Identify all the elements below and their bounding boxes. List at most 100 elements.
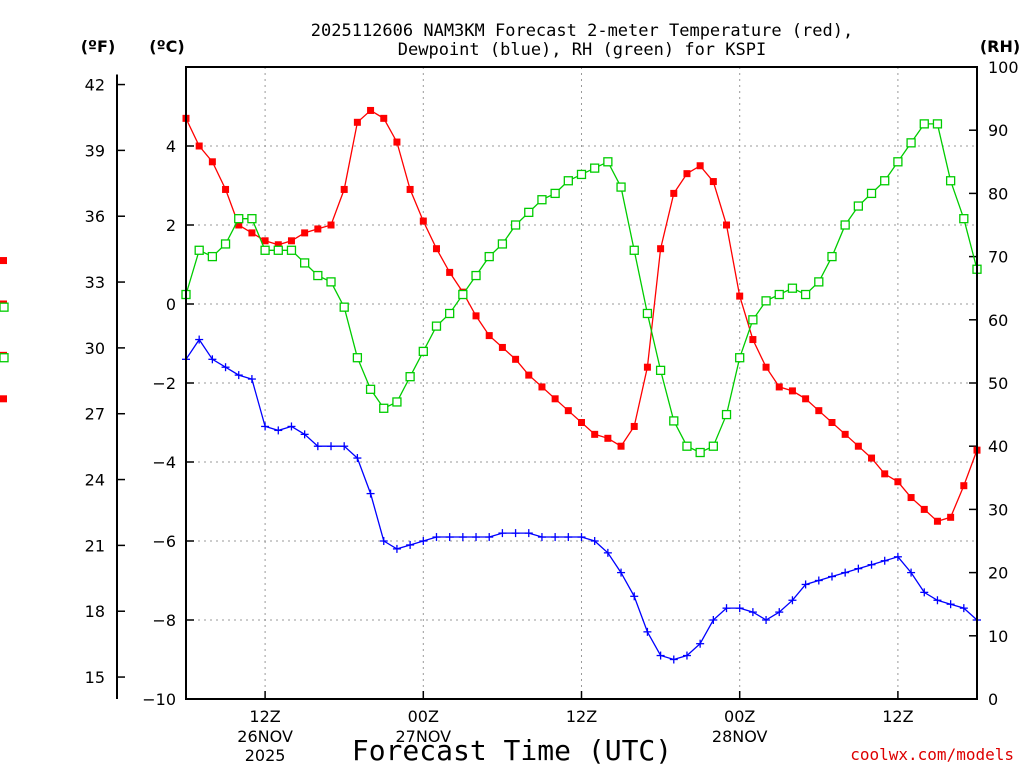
rh-point [313, 270, 323, 281]
dewpoint-point [867, 560, 876, 569]
x-axis-title: Forecast Time (UTC) [352, 734, 672, 767]
axes: 15182124273033363942−10−8−6−4−2024010203… [85, 58, 1019, 765]
dewpoint-point [841, 568, 850, 577]
x-tick-year: 2025 [245, 746, 286, 765]
fahrenheit-tick-label: 42 [85, 76, 105, 95]
dewpoint-point [327, 442, 336, 451]
plot-frame [185, 66, 978, 700]
temperature-point [617, 442, 625, 450]
dewpoint-point [696, 639, 705, 648]
rh-point [576, 169, 587, 180]
rh-point [906, 138, 916, 148]
rh-point [537, 195, 547, 205]
temperature-point [881, 470, 889, 478]
rh-point [365, 384, 376, 394]
dewpoint-point [511, 529, 520, 538]
rh-point [234, 214, 244, 224]
rh-point [431, 321, 442, 331]
dewpoint-point [722, 604, 731, 613]
temperature-point [947, 513, 955, 521]
temperature-point [327, 221, 335, 229]
x-tick-date: 26NOV [237, 727, 293, 746]
temperature-point [235, 221, 243, 229]
temperature-point [815, 407, 823, 415]
rh-tick-label: 0 [988, 690, 998, 709]
rh-point [814, 277, 824, 287]
dewpoint-point [827, 572, 836, 581]
x-tick-label: 12Z [882, 707, 913, 726]
fahrenheit-tick-label: 33 [85, 273, 105, 292]
temperature-point [907, 494, 915, 502]
rh-point [893, 157, 903, 167]
temperature-point [195, 142, 203, 150]
fahrenheit-tick-label: 18 [85, 602, 105, 621]
dewpoint-point [762, 616, 771, 624]
temperature-point [208, 158, 216, 166]
rh-tick-label: 20 [988, 564, 1008, 583]
rh-point [840, 220, 850, 230]
dewpoint-point [946, 600, 955, 609]
dewpoint-point [893, 552, 902, 561]
rh-point [655, 365, 666, 376]
rh-point [708, 441, 718, 451]
temperature-point [960, 482, 968, 490]
dewpoint-point [353, 454, 362, 463]
temperature-point [472, 312, 480, 320]
temperature-point [683, 170, 691, 178]
celsius-tick-label: −2 [152, 374, 176, 393]
rh-point [827, 251, 837, 262]
rh-point [919, 119, 929, 129]
celsius-tick-label: 0 [166, 295, 176, 314]
dewpoint-point [643, 627, 652, 636]
dewpoint-point [287, 422, 296, 431]
rh-point [748, 315, 758, 325]
temperature-point [696, 162, 704, 170]
dewpoint-point [313, 442, 322, 451]
rh-point [471, 270, 481, 281]
temperature-point [920, 505, 928, 513]
rh-point [445, 308, 455, 319]
temperature-point [432, 245, 440, 253]
celsius-tick-label: 4 [166, 137, 176, 156]
dewpoint-point [617, 568, 626, 577]
celsius-tick-label: −10 [142, 690, 176, 709]
rh-point [0, 353, 9, 363]
temperature-point [933, 517, 941, 525]
rh-point [326, 277, 336, 287]
temperature-point [525, 371, 533, 379]
temperature-point [630, 422, 638, 430]
temperature-point [512, 355, 520, 363]
dewpoint-point [340, 442, 349, 451]
temperature-point [657, 245, 665, 253]
dewpoint-point [959, 604, 968, 613]
rh-point [959, 214, 969, 224]
celsius-tick-label: −6 [152, 532, 176, 551]
dewpoint-point [880, 556, 889, 565]
temperature-point [894, 478, 902, 486]
dewpoint-point [366, 489, 375, 498]
temperature-point [538, 383, 546, 391]
rh-point [352, 353, 363, 363]
temperature-point [841, 430, 849, 438]
dewpoint-point [300, 430, 309, 439]
temperature-point [261, 237, 269, 245]
rh-point [550, 188, 560, 199]
series-2-meter-temperature [0, 106, 981, 525]
celsius-tick-label: 2 [166, 216, 176, 235]
fahrenheit-tick-label: 30 [85, 339, 105, 358]
chart-subtitle: Dewpoint (blue), RH (green) for KSPI [398, 40, 766, 60]
rh-point [800, 289, 811, 300]
temperature-point [353, 118, 361, 126]
rh-point [590, 163, 600, 173]
rh-point [247, 214, 257, 224]
temperature-point [828, 419, 836, 426]
dewpoint-point [195, 335, 204, 344]
x-tick-label: 00Z [724, 707, 755, 726]
rh-point [695, 447, 705, 458]
dewpoint-point [907, 568, 916, 577]
temperature-point [498, 343, 506, 351]
temperature-point [591, 430, 599, 438]
rh-point [207, 251, 218, 262]
dewpoint-point [801, 580, 810, 589]
